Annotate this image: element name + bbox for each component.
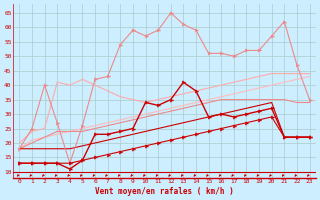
X-axis label: Vent moyen/en rafales ( km/h ): Vent moyen/en rafales ( km/h ) [95,187,234,196]
